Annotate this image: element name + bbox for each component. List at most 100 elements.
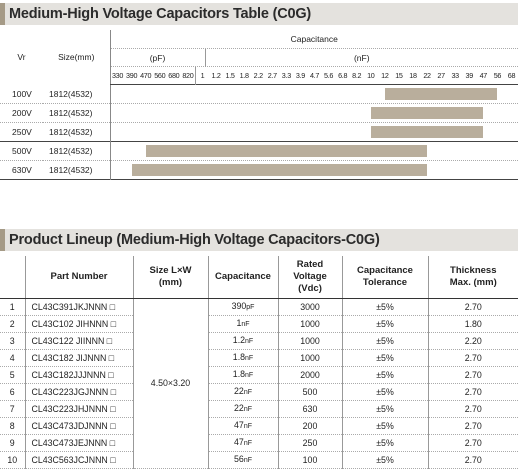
part-number: CL43C223JHJNNN □ xyxy=(25,400,133,417)
scale-tick-label: 33 xyxy=(448,67,462,85)
thickness: 2.70 xyxy=(428,451,518,468)
size-merged: 4.50×3.20 xyxy=(133,298,208,468)
part-number: CL43C223JGJNNN □ xyxy=(25,383,133,400)
part-number: CL43C473JDJNNN □ xyxy=(25,417,133,434)
row-index: 8 xyxy=(0,417,25,434)
scale-tick-label: 4.7 xyxy=(307,67,321,85)
tolerance: ±5% xyxy=(342,383,428,400)
tolerance: ±5% xyxy=(342,400,428,417)
thickness: 2.20 xyxy=(428,332,518,349)
row-size: 1812(4532) xyxy=(43,103,110,122)
tolerance: ±5% xyxy=(342,366,428,383)
capacitance-range-bar xyxy=(385,88,498,100)
row-index: 2 xyxy=(0,315,25,332)
tolerance: ±5% xyxy=(342,298,428,315)
thickness: 2.70 xyxy=(428,417,518,434)
tolerance: ±5% xyxy=(342,315,428,332)
scale-tick-label: 47 xyxy=(476,67,490,85)
scale-tick-label: 10 xyxy=(364,67,378,85)
tolerance: ±5% xyxy=(342,417,428,434)
row-size: 1812(4532) xyxy=(43,141,110,160)
row-index: 3 xyxy=(0,332,25,349)
capacitance-value: 22nF xyxy=(208,400,278,417)
scale-tick-label: 6.8 xyxy=(336,67,350,85)
part-number: CL43C182JJJNNN □ xyxy=(25,366,133,383)
capacitance-value: 22nF xyxy=(208,383,278,400)
scale-tick-label: 1.8 xyxy=(237,67,251,85)
rated-voltage: 630 xyxy=(278,400,342,417)
tolerance: ±5% xyxy=(342,349,428,366)
tolerance: ±5% xyxy=(342,332,428,349)
capacitance-range-bar xyxy=(371,126,484,138)
row-index: 6 xyxy=(0,383,25,400)
section-title-capacitors-table: Medium-High Voltage Capacitors Table (C0… xyxy=(0,3,518,25)
thickness: 1.80 xyxy=(428,315,518,332)
scale-tick-label: 15 xyxy=(392,67,406,85)
capacitance-value: 47nF xyxy=(208,417,278,434)
part-number: CL43C391JKJNNN □ xyxy=(25,298,133,315)
scale-tick-label: 39 xyxy=(462,67,476,85)
thickness: 2.70 xyxy=(428,383,518,400)
row-voltage: 250V xyxy=(0,122,43,141)
unit-nf: (nF) xyxy=(205,49,518,67)
capacitance-range-bar xyxy=(146,145,427,157)
scale-tick-label: 680 xyxy=(167,67,181,85)
rated-voltage: 1000 xyxy=(278,332,342,349)
rated-voltage: 1000 xyxy=(278,349,342,366)
capacitance-value: 56nF xyxy=(208,451,278,468)
capacitance-range-bar xyxy=(371,107,484,119)
capacitance-value: 390pF xyxy=(208,298,278,315)
scale-tick-label: 68 xyxy=(504,67,518,85)
row-size: 1812(4532) xyxy=(43,122,110,141)
scale-tick-label: 12 xyxy=(378,67,392,85)
rated-voltage: 500 xyxy=(278,383,342,400)
scale-tick-label: 1.5 xyxy=(223,67,237,85)
row-index: 7 xyxy=(0,400,25,417)
thickness: 2.70 xyxy=(428,366,518,383)
unit-pf: (pF) xyxy=(111,49,205,67)
header-vr: Vr xyxy=(0,30,43,85)
scale-tick-label: 1.2 xyxy=(209,67,223,85)
row-index: 10 xyxy=(0,451,25,468)
row-index: 5 xyxy=(0,366,25,383)
part-number: CL43C102 JIHNNN □ xyxy=(25,315,133,332)
part-number: CL43C122 JIINNN □ xyxy=(25,332,133,349)
scale-tick-label: 1 xyxy=(195,67,209,85)
row-size: 1812(4532) xyxy=(43,85,110,104)
capacitance-value: 1.2nF xyxy=(208,332,278,349)
header-capacitance: Capacitance xyxy=(110,30,518,49)
part-number: CL43C182 JIJNNN □ xyxy=(25,349,133,366)
scale-tick-label: 5.6 xyxy=(322,67,336,85)
row-voltage: 500V xyxy=(0,141,43,160)
capacitance-range-bar xyxy=(132,164,427,176)
thickness: 2.70 xyxy=(428,298,518,315)
rated-voltage: 2000 xyxy=(278,366,342,383)
tolerance: ±5% xyxy=(342,451,428,468)
thickness: 2.70 xyxy=(428,400,518,417)
scale-tick-label: 470 xyxy=(139,67,153,85)
thickness: 2.70 xyxy=(428,349,518,366)
row-index: 1 xyxy=(0,298,25,315)
header-capacitance: Capacitance xyxy=(208,256,278,298)
scale-tick-label: 2.7 xyxy=(265,67,279,85)
row-voltage: 200V xyxy=(0,103,43,122)
row-voltage: 100V xyxy=(0,85,43,104)
rated-voltage: 1000 xyxy=(278,315,342,332)
header-size: Size(mm) xyxy=(43,30,110,85)
scale-tick-label: 18 xyxy=(406,67,420,85)
scale-tick-label: 22 xyxy=(420,67,434,85)
